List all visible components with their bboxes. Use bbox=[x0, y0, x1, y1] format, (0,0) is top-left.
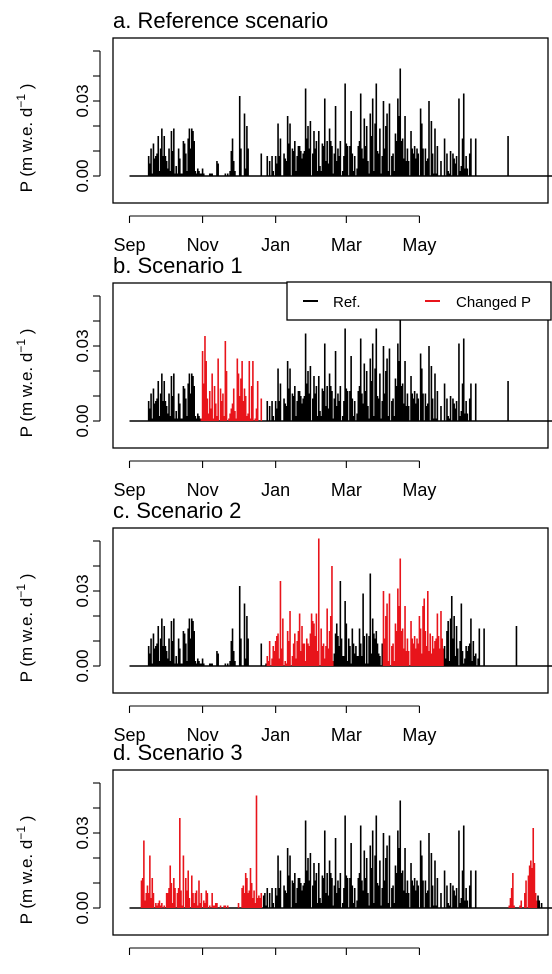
panel-a: a. Reference scenario 0.00 0.03 P (m w.e. d… bbox=[14, 8, 552, 255]
plot-frame bbox=[112, 37, 549, 204]
y-tick-label: 0.00 bbox=[73, 891, 92, 924]
x-tick-label-nov: Nov bbox=[187, 235, 219, 255]
panel-d: d. Scenario 30.000.03P (m w.e. d−1 )SepN… bbox=[14, 740, 552, 974]
x-tick-label-mar: Mar bbox=[331, 480, 362, 500]
y-axis-label-main: P (m w.e. d bbox=[17, 108, 36, 193]
panel-b: b. Scenario 1 0.00 0.03 P (m w.e. d−1 ) Sep N… bbox=[14, 253, 552, 500]
y-axis-label-close: ) bbox=[17, 574, 36, 584]
plot-frame bbox=[112, 527, 549, 694]
y-tick-label: 0.03 bbox=[73, 816, 92, 849]
y-axis-label-exponent: −1 bbox=[14, 94, 28, 108]
legend-box bbox=[286, 281, 552, 321]
plot-frame bbox=[112, 769, 549, 936]
x-tick-label-sep: Sep bbox=[113, 480, 145, 500]
y-axis-label-close: ) bbox=[17, 329, 36, 339]
legend-label-ref: Ref. bbox=[333, 294, 361, 311]
x-tick-label-sep: Sep bbox=[113, 725, 145, 745]
x-tick-label-mar: Mar bbox=[331, 235, 362, 255]
y-axis-label: P (m w.e. d−1 ) bbox=[14, 84, 36, 193]
y-axis-label-exponent: −1 bbox=[14, 584, 28, 598]
y-axis-label-main: P (m w.e. d bbox=[17, 840, 36, 925]
y-tick-label: 0.00 bbox=[73, 649, 92, 682]
legend: Ref. Changed P bbox=[286, 281, 552, 321]
x-tick-label-nov: Nov bbox=[187, 480, 219, 500]
x-tick-label-jan: Jan bbox=[261, 480, 290, 500]
y-axis-label-close: ) bbox=[17, 816, 36, 826]
panel-title: c. Scenario 2 bbox=[113, 498, 241, 523]
y-axis-label-main: P (m w.e. d bbox=[17, 353, 36, 438]
legend-label-changed: Changed P bbox=[456, 294, 531, 311]
y-tick-label: 0.03 bbox=[73, 574, 92, 607]
x-tick-label-sep: Sep bbox=[113, 235, 145, 255]
y-axis-label: P (m w.e. d−1 ) bbox=[14, 329, 36, 438]
x-tick-label-nov: Nov bbox=[187, 725, 219, 745]
y-tick-label: 0.00 bbox=[73, 404, 92, 437]
y-axis-label-close: ) bbox=[17, 84, 36, 94]
x-tick-label-may: May bbox=[402, 235, 436, 255]
y-axis-label-exponent: −1 bbox=[14, 826, 28, 840]
panel-c: c. Scenario 2 0.00 0.03 P (m w.e. d−1 ) Sep N… bbox=[14, 498, 552, 745]
y-axis-label-exponent: −1 bbox=[14, 339, 28, 353]
y-axis-label-main: P (m w.e. d bbox=[17, 598, 36, 683]
panel-title: b. Scenario 1 bbox=[113, 253, 243, 278]
y-tick-label: 0.00 bbox=[73, 159, 92, 192]
panel-title: a. Reference scenario bbox=[113, 8, 328, 33]
x-tick-label-jan: Jan bbox=[261, 725, 290, 745]
y-tick-label: 0.03 bbox=[73, 84, 92, 117]
x-tick-label-jan: Jan bbox=[261, 235, 290, 255]
x-tick-label-may: May bbox=[402, 480, 436, 500]
x-tick-label-may: May bbox=[402, 725, 436, 745]
panel-title: d. Scenario 3 bbox=[113, 740, 243, 765]
y-axis-label: P (m w.e. d−1 ) bbox=[14, 574, 36, 683]
y-axis-label: P (m w.e. d−1 ) bbox=[14, 816, 36, 925]
y-tick-label: 0.03 bbox=[73, 329, 92, 362]
x-tick-label-mar: Mar bbox=[331, 725, 362, 745]
